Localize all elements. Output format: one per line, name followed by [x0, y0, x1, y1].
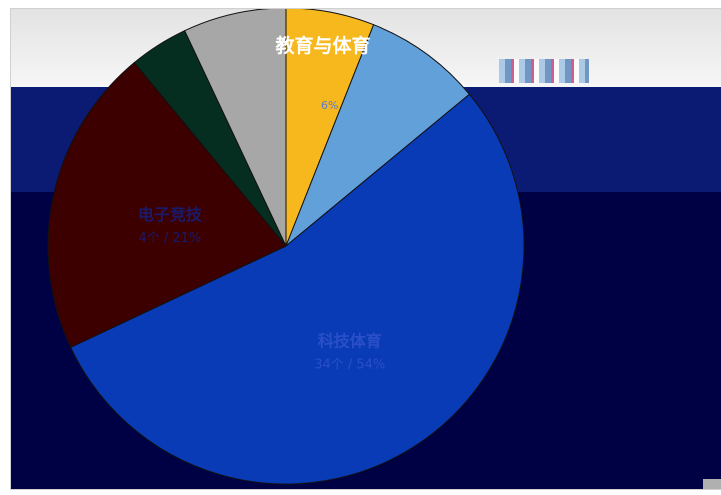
slice-value-label: 4个 / 21% [138, 231, 201, 246]
chart-frame: 教育与体育科技体育 34个 / 54% 电子竞技 4个 / 21% 6% [10, 8, 721, 490]
pie-slice [47, 61, 287, 349]
slice-value-label: 34个 / 54% [314, 357, 385, 372]
pie-slice [69, 93, 525, 485]
pie-slice [285, 24, 471, 247]
slice-percent-label: 6% [321, 99, 338, 112]
slice-label: 电子竞技 [138, 205, 203, 224]
legend-artifact [499, 59, 589, 83]
resize-handle[interactable] [703, 479, 721, 489]
pie-slice [183, 9, 287, 247]
slice-label: 科技体育 [318, 331, 382, 350]
slice-label: 教育与体育 [276, 34, 371, 57]
